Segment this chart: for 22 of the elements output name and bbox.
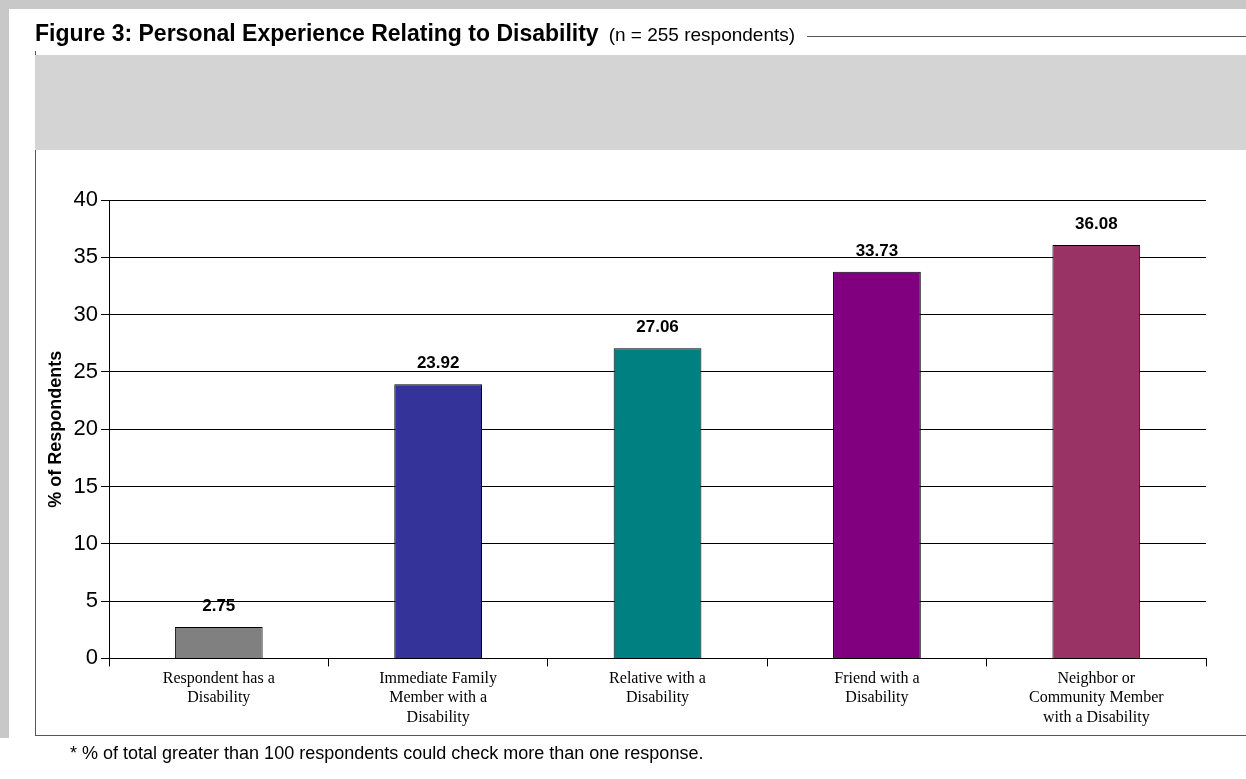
y-tick-label: 20 — [73, 415, 99, 441]
x-tick-label: Immediate Family Member with a Disability — [379, 669, 498, 726]
x-tick-label: Relative with a Disability — [609, 669, 706, 707]
data-label: 27.06 — [636, 317, 679, 337]
y-tick-label: 5 — [85, 587, 99, 613]
y-axis-title: % of Respondents — [44, 350, 65, 508]
x-tick-label: Friend with a Disability — [834, 669, 920, 707]
data-label: 36.08 — [1075, 214, 1118, 234]
x-tick-label: Neighbor or Community Member with a Disability — [1028, 669, 1165, 726]
chart-subtitle: (n = 255 respondents) — [608, 24, 796, 45]
y-tick-label: 0 — [85, 644, 99, 670]
y-tick-label: 10 — [73, 529, 99, 555]
y-tick-label: 40 — [73, 186, 99, 212]
data-label: 33.73 — [855, 241, 899, 261]
data-label: 23.92 — [416, 353, 460, 373]
y-tick-label: 35 — [73, 243, 99, 269]
y-tick-label: 30 — [73, 300, 99, 326]
y-tick-label: 25 — [73, 357, 99, 383]
x-tick-label: Respondent has a Disability — [162, 669, 275, 707]
chart-title: Figure 3: Personal Experience Relating to Disability — [35, 20, 599, 46]
y-tick-label: 15 — [73, 472, 99, 498]
text: * % of total greater than 100 respondents could check more than one response. — [70, 743, 704, 764]
